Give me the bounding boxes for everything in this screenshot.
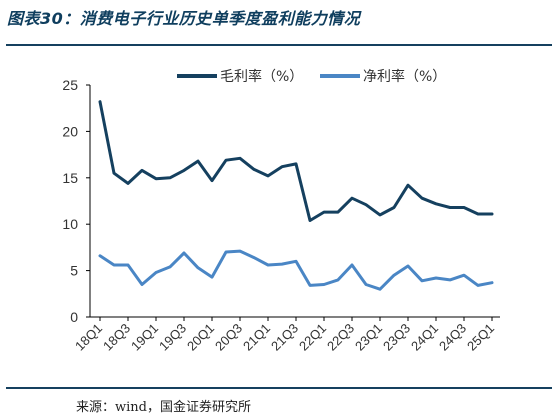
y-tick-label: 15 xyxy=(62,170,78,186)
net-margin-point xyxy=(154,271,158,274)
bottom-rule xyxy=(6,387,552,389)
x-tick-label: 18Q1 xyxy=(72,321,105,354)
net-margin-point xyxy=(378,288,382,291)
x-tick-label: 25Q1 xyxy=(464,321,497,354)
net-margin-point xyxy=(434,276,438,280)
y-tick-label: 25 xyxy=(62,77,78,93)
net-margin-point xyxy=(350,263,354,267)
gross-margin-point xyxy=(322,210,326,214)
gross-margin-point xyxy=(140,169,144,172)
y-tick-label: 10 xyxy=(62,216,78,232)
net-margin-point xyxy=(476,284,480,287)
gross-margin-point xyxy=(196,159,200,163)
gross-margin-point xyxy=(98,100,102,103)
x-tick-label: 20Q1 xyxy=(184,321,217,354)
x-tick-label: 24Q1 xyxy=(408,321,441,354)
net-margin-point xyxy=(210,275,214,279)
net-margin-point xyxy=(322,283,326,286)
legend-label-net: 净利率（%） xyxy=(363,68,446,85)
y-tick-label: 5 xyxy=(70,263,78,279)
net-margin-point xyxy=(196,266,200,269)
gross-margin-point xyxy=(490,212,494,216)
net-margin-point xyxy=(98,254,102,257)
gross-margin-point xyxy=(126,182,130,185)
source-note: 来源：wind，国金证券研究所 xyxy=(76,400,251,415)
x-tick-label: 18Q3 xyxy=(100,321,133,354)
net-margin-line xyxy=(98,249,494,291)
gross-margin-point xyxy=(434,202,438,205)
net-margin-point xyxy=(182,251,186,255)
net-margin-point xyxy=(112,263,116,267)
net-margin-point xyxy=(126,263,130,267)
gross-margin-point xyxy=(280,165,284,168)
net-margin-point xyxy=(238,249,242,253)
x-tick-label: 20Q3 xyxy=(212,321,245,354)
gross-margin-point xyxy=(378,213,382,217)
gross-margin-point xyxy=(112,172,116,175)
gross-margin-point xyxy=(392,206,396,209)
gross-margin-point xyxy=(406,184,410,187)
x-tick-label: 22Q3 xyxy=(324,321,357,354)
net-margin-point xyxy=(224,250,228,254)
net-margin-point xyxy=(406,264,410,268)
gross-margin-point xyxy=(336,210,340,214)
net-margin-point xyxy=(490,281,494,284)
gross-margin-point xyxy=(224,159,228,162)
gross-margin-line xyxy=(98,100,494,222)
gross-margin-point xyxy=(462,206,466,209)
net-margin-point xyxy=(308,284,312,287)
x-tick-label: 24Q3 xyxy=(436,321,469,354)
net-margin-point xyxy=(280,262,284,266)
x-tick-label: 23Q1 xyxy=(352,321,385,354)
net-margin-point xyxy=(364,283,368,286)
y-tick-label: 0 xyxy=(70,309,78,325)
gross-margin-point xyxy=(476,212,480,216)
gross-margin-point xyxy=(420,197,424,200)
figure-title: 图表30：消费电子行业历史单季度盈利能力情况 xyxy=(7,9,361,28)
gross-margin-point xyxy=(350,197,354,200)
y-axis: 0 5 10 15 20 25 xyxy=(62,77,91,325)
gross-margin-point xyxy=(364,203,368,206)
net-margin-point xyxy=(462,274,466,277)
gross-margin-point xyxy=(182,169,186,172)
gross-margin-point xyxy=(154,177,158,180)
gross-margin-point xyxy=(266,174,270,178)
net-margin-point xyxy=(448,278,452,282)
net-margin-point xyxy=(392,274,396,277)
x-tick-label: 21Q3 xyxy=(268,321,301,354)
net-margin-point xyxy=(420,279,424,282)
net-margin-point xyxy=(336,278,340,282)
gross-margin-point xyxy=(168,176,172,179)
legend-label-gross: 毛利率（%） xyxy=(220,68,303,85)
gross-margin-point xyxy=(448,206,452,209)
x-tick-label: 21Q1 xyxy=(240,321,273,354)
gross-margin-point xyxy=(252,168,256,171)
x-axis: 18Q118Q319Q119Q320Q120Q321Q121Q322Q122Q3… xyxy=(72,316,500,354)
x-tick-label: 19Q3 xyxy=(156,321,189,354)
net-margin-point xyxy=(140,283,144,286)
gross-margin-point xyxy=(308,219,312,222)
net-margin-point xyxy=(168,265,172,269)
x-tick-label: 19Q1 xyxy=(128,321,161,354)
top-rule xyxy=(6,44,552,46)
net-margin-point xyxy=(266,263,270,267)
y-tick-label: 20 xyxy=(62,123,78,139)
legend: 毛利率（%） 净利率（%） xyxy=(177,68,446,85)
net-margin-point xyxy=(252,256,256,259)
gross-margin-point xyxy=(210,179,214,182)
x-tick-label: 23Q3 xyxy=(380,321,413,354)
series-lines xyxy=(98,100,494,291)
gross-margin-point xyxy=(294,162,298,166)
net-margin-point xyxy=(294,260,298,263)
x-tick-label: 22Q1 xyxy=(296,321,329,354)
gross-margin-point xyxy=(238,157,242,160)
